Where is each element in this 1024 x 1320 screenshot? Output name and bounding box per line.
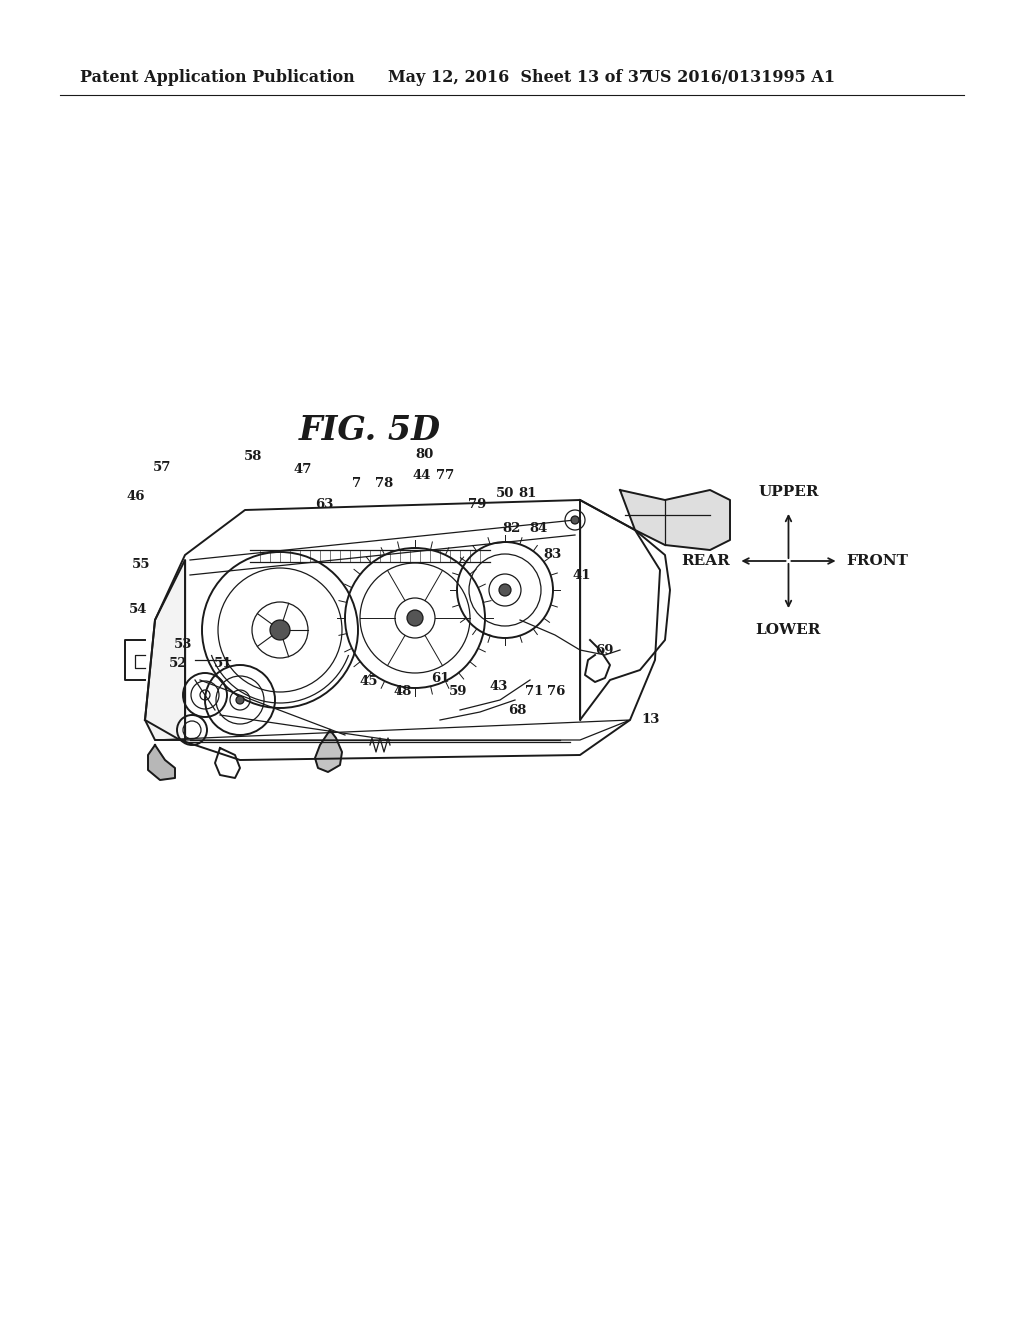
Circle shape [270, 620, 290, 640]
Text: REAR: REAR [682, 554, 730, 568]
Text: 57: 57 [153, 461, 171, 474]
Text: US 2016/0131995 A1: US 2016/0131995 A1 [646, 70, 836, 87]
Text: 41: 41 [572, 569, 591, 582]
Text: 54: 54 [129, 603, 147, 616]
Text: 59: 59 [449, 685, 467, 698]
Text: 83: 83 [544, 548, 562, 561]
Text: 58: 58 [244, 450, 262, 463]
Text: 46: 46 [127, 490, 145, 503]
Text: 7: 7 [352, 477, 360, 490]
Text: 61: 61 [431, 672, 450, 685]
Text: 47: 47 [294, 463, 312, 477]
Polygon shape [145, 560, 185, 741]
Text: UPPER: UPPER [758, 484, 819, 499]
Circle shape [236, 696, 244, 704]
Text: 71: 71 [525, 685, 544, 698]
Text: FRONT: FRONT [847, 554, 908, 568]
Text: 13: 13 [641, 713, 659, 726]
Text: 45: 45 [359, 675, 378, 688]
Polygon shape [148, 744, 175, 780]
Text: 44: 44 [413, 469, 431, 482]
Text: 68: 68 [508, 704, 526, 717]
Text: Patent Application Publication: Patent Application Publication [80, 70, 354, 87]
Text: 79: 79 [468, 498, 486, 511]
Text: 82: 82 [503, 521, 521, 535]
Text: 84: 84 [529, 521, 548, 535]
Text: 63: 63 [315, 498, 334, 511]
Text: 77: 77 [436, 469, 455, 482]
Text: FIG. 5D: FIG. 5D [299, 413, 441, 446]
Text: 43: 43 [489, 680, 508, 693]
Text: 80: 80 [416, 447, 434, 461]
Text: 52: 52 [169, 657, 187, 671]
Text: 69: 69 [595, 644, 613, 657]
Text: 81: 81 [518, 487, 537, 500]
Circle shape [407, 610, 423, 626]
Text: 51: 51 [214, 657, 232, 671]
Circle shape [499, 583, 511, 597]
Text: 76: 76 [547, 685, 565, 698]
Circle shape [571, 516, 579, 524]
Text: LOWER: LOWER [756, 623, 821, 638]
Polygon shape [620, 490, 730, 550]
Text: 53: 53 [174, 638, 193, 651]
Text: 78: 78 [375, 477, 393, 490]
Polygon shape [315, 730, 342, 772]
Text: May 12, 2016  Sheet 13 of 37: May 12, 2016 Sheet 13 of 37 [388, 70, 650, 87]
Text: 48: 48 [393, 685, 412, 698]
Text: 55: 55 [132, 558, 151, 572]
Text: 50: 50 [496, 487, 514, 500]
